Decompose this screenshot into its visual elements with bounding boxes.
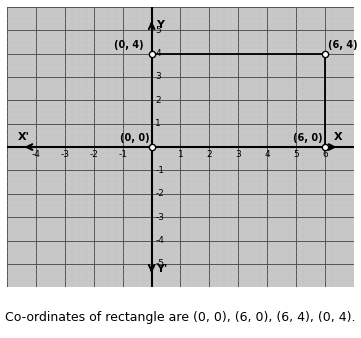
Text: 3: 3 [235,150,241,159]
Text: Y: Y [156,20,164,30]
Text: -5: -5 [155,260,164,268]
Text: 1: 1 [155,119,161,128]
Text: (6, 0): (6, 0) [293,133,323,143]
Text: -4: -4 [155,236,164,245]
Text: -1: -1 [118,150,127,159]
Text: 5: 5 [155,26,161,34]
Text: 6: 6 [322,150,328,159]
Text: 4: 4 [155,49,161,58]
Text: X: X [334,132,342,142]
Text: X': X' [18,132,30,142]
Text: 5: 5 [293,150,299,159]
Text: -2: -2 [155,189,164,198]
Text: 4: 4 [264,150,270,159]
Text: -3: -3 [61,150,69,159]
Text: Co-ordinates of rectangle are (0, 0), (6, 0), (6, 4), (0, 4).: Co-ordinates of rectangle are (0, 0), (6… [5,311,356,324]
Text: 1: 1 [178,150,183,159]
Text: (0, 0): (0, 0) [120,133,149,143]
Text: (0, 4): (0, 4) [114,40,144,50]
Text: Y': Y' [156,264,167,274]
Text: 2: 2 [206,150,212,159]
Text: -1: -1 [155,166,164,175]
Text: -3: -3 [155,213,164,222]
Text: -4: -4 [32,150,40,159]
Text: 2: 2 [155,96,161,105]
Text: 3: 3 [155,72,161,81]
Text: (6, 4): (6, 4) [329,40,358,50]
Text: -2: -2 [90,150,98,159]
